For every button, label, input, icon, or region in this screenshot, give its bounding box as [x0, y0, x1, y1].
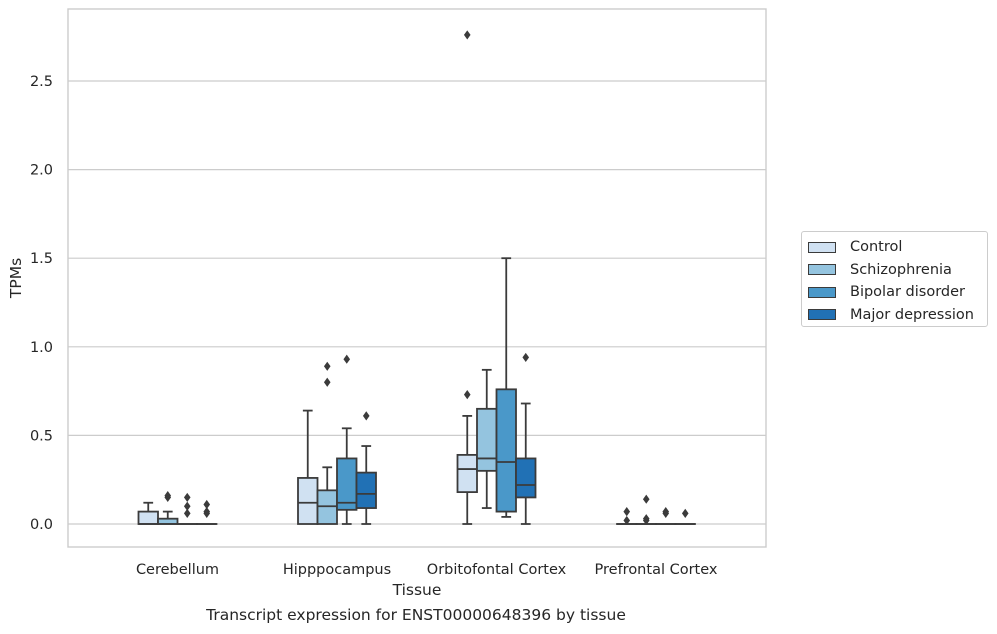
outlier-marker — [522, 352, 530, 363]
outlier-marker — [183, 492, 191, 503]
box-body — [476, 407, 498, 472]
legend-label-major-depression: Major depression — [850, 306, 974, 323]
legend-label-control: Control — [850, 239, 903, 256]
box-body — [355, 471, 377, 509]
box-body — [297, 477, 319, 525]
box-1-1 — [316, 361, 338, 525]
outlier-marker — [642, 494, 650, 504]
box-body — [456, 453, 478, 494]
x-tick-label: Cerebellum — [136, 562, 219, 578]
outlier-marker — [623, 506, 631, 517]
legend: Control Schizophrenia Bipolar disorder M… — [801, 231, 988, 327]
x-axis-label: Tissue — [392, 581, 442, 599]
legend-swatch-major-depression — [808, 309, 836, 321]
box-2-1 — [336, 354, 358, 525]
box-1-2 — [476, 368, 498, 509]
box-0-1 — [297, 409, 319, 525]
outlier-marker — [362, 411, 370, 421]
outlier-marker — [203, 506, 211, 517]
chart-caption: Transcript expression for ENST0000064839… — [206, 606, 626, 624]
box-3-0 — [196, 499, 218, 525]
outlier-marker — [323, 361, 331, 371]
box-0-2 — [456, 30, 478, 525]
legend-item-bipolar-disorder: Bipolar disorder — [808, 281, 987, 304]
outlier-marker — [203, 499, 211, 510]
box-2-2 — [495, 257, 517, 518]
gridlines — [68, 80, 766, 525]
outlier-marker — [183, 508, 191, 518]
box-body — [495, 388, 517, 513]
legend-label-bipolar-disorder: Bipolar disorder — [850, 284, 965, 301]
y-tick-label: 1.5 — [30, 251, 53, 267]
outlier-marker — [323, 377, 331, 387]
box-0-3 — [616, 506, 638, 526]
outlier-marker — [343, 354, 351, 364]
legend-label-schizophrenia: Schizophrenia — [850, 261, 952, 278]
legend-swatch-control — [808, 241, 836, 253]
plot-frame — [67, 8, 767, 548]
legend-swatch-schizophrenia — [808, 264, 836, 276]
box-2-0 — [176, 492, 198, 525]
outlier-marker — [681, 508, 689, 518]
box-3-3 — [674, 508, 696, 525]
axes: 0.0 0.5 1.0 1.5 2.0 2.5 Cerebellum Hipppocampus… — [30, 8, 767, 578]
outlier-marker — [463, 30, 471, 40]
legend-item-control: Control — [808, 236, 987, 259]
box-1-0 — [157, 491, 179, 525]
y-axis-label: TPMs — [7, 258, 25, 299]
y-tick-label: 2.5 — [30, 74, 53, 90]
outlier-marker — [642, 514, 650, 524]
y-tick-label: 0.5 — [30, 428, 53, 444]
x-tick-label: Hipppocampus — [283, 562, 391, 578]
legend-item-schizophrenia: Schizophrenia — [808, 259, 987, 282]
outlier-marker — [463, 390, 471, 400]
y-tick-label: 1.0 — [30, 340, 53, 356]
x-tick-label: Orbitofontal Cortex — [427, 562, 567, 578]
outlier-marker — [183, 501, 191, 511]
outlier-marker — [662, 506, 670, 517]
box-body — [137, 510, 159, 525]
box-0-0 — [137, 501, 159, 525]
x-tick-label: Prefrontal Cortex — [595, 562, 718, 578]
box-3-2 — [515, 352, 537, 525]
legend-item-major-depression: Major depression — [808, 304, 987, 327]
outlier-marker — [623, 515, 631, 526]
box-3-1 — [355, 411, 377, 525]
plot-area — [137, 30, 696, 526]
box-2-3 — [655, 506, 677, 525]
legend-swatch-bipolar-disorder — [808, 286, 836, 298]
y-tick-label: 2.0 — [30, 163, 53, 179]
box-1-3 — [635, 494, 657, 526]
box-body — [515, 457, 537, 499]
y-tick-label: 0.0 — [30, 517, 53, 533]
outlier-marker — [164, 491, 172, 501]
